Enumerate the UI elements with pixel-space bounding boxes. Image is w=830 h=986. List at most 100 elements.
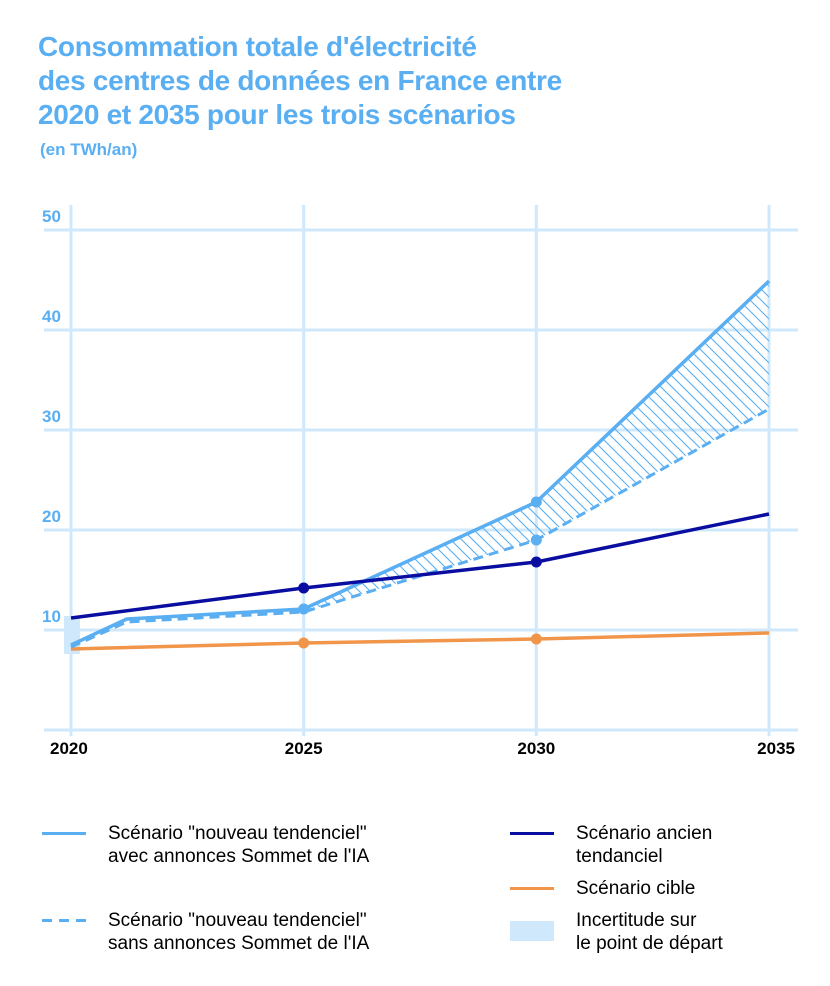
hatch-line (0, 200, 132, 760)
data-point-marker (298, 582, 310, 594)
x-tick-label: 2035 (757, 739, 795, 758)
hatch-line (303, 281, 628, 612)
legend-label-line: Incertitude sur (576, 910, 697, 931)
hatch-line (352, 281, 769, 612)
hatch-line (737, 281, 769, 612)
legend-label: Scénario "nouveau tendenciel" avec annon… (108, 822, 369, 868)
hatch-line (638, 281, 769, 612)
legend-label-line: le point de départ (576, 933, 723, 954)
hatch-line (671, 281, 769, 612)
hatch-line (539, 281, 769, 612)
hatch-line (0, 200, 275, 760)
hatch-line (303, 281, 375, 612)
hatch-line (303, 281, 320, 612)
hatch-line (303, 281, 353, 612)
legend-label: Scénario ancien tendanciel (576, 822, 712, 868)
hatch-line (517, 281, 769, 612)
legend-label: Scénario "nouveau tendenciel" sans annon… (108, 909, 369, 955)
x-axis-tick-labels: 2020 2025 2030 2035 (50, 739, 795, 758)
hatch-line (319, 281, 769, 612)
hatch-line (506, 281, 769, 612)
hatch-line (303, 281, 760, 612)
series-markers (298, 496, 542, 649)
hatch-line (303, 281, 694, 612)
hatch-line (0, 200, 253, 760)
hatch-line (715, 281, 769, 612)
hatch-line (0, 200, 286, 760)
hatch-line (303, 281, 419, 612)
line-cible (70, 631, 770, 651)
hatch-line (303, 281, 661, 612)
legend-item-incertitude: Incertitude sur le point de départ (510, 909, 723, 955)
chart-title-line-1: Consommation totale d'électricité (38, 31, 477, 62)
chart-title-line-3: 2020 et 2035 pour les trois scénarios (38, 99, 516, 130)
hatch-line (782, 200, 830, 760)
hatch-line (303, 281, 606, 612)
hatch-line (330, 281, 769, 612)
hatch-line (303, 281, 397, 612)
y-tick-label: 40 (42, 307, 61, 326)
hatch-line (627, 281, 769, 612)
hatch-line (528, 281, 769, 612)
legend-label: Incertitude sur le point de départ (576, 909, 723, 955)
hatch-line (0, 200, 110, 760)
hatch-line (605, 281, 769, 612)
line-sans-annonces (70, 407, 770, 649)
hatch-line (0, 200, 198, 760)
hatch-line (815, 200, 830, 760)
hatch-line (0, 200, 264, 760)
y-tick-label: 30 (42, 407, 61, 426)
hatch-line (374, 281, 769, 612)
hatch-line (0, 200, 121, 760)
hatch-line (0, 200, 165, 760)
hatch-line (303, 281, 441, 612)
hatch-line (303, 281, 463, 612)
hatch-line (303, 281, 738, 612)
hatch-line (804, 200, 830, 760)
hatch-line (303, 281, 769, 612)
hatch-line (303, 281, 650, 612)
hatch-line (303, 281, 617, 612)
hatch-line (473, 281, 769, 612)
hatch-line (0, 200, 176, 760)
x-tick-label: 2020 (50, 739, 88, 758)
hatch-line (303, 281, 529, 612)
hatch-line (303, 281, 749, 612)
hatch-line (303, 281, 551, 612)
hatch-line (303, 281, 364, 612)
hatch-line (303, 281, 309, 612)
chart-subtitle: (en TWh/an) (40, 140, 138, 159)
legend-item-sans-annonces: Scénario "nouveau tendenciel" sans annon… (42, 909, 369, 955)
legend-label-line: Scénario cible (576, 878, 696, 899)
hatch-line (0, 200, 154, 760)
hatch-line (303, 281, 769, 612)
hatch-line (303, 281, 430, 612)
hatch-line (660, 281, 769, 612)
hatch-line (0, 200, 209, 760)
hatch-line (303, 281, 342, 612)
hatch-line (303, 281, 386, 612)
hatch-line (0, 200, 220, 760)
y-tick-label: 20 (42, 507, 61, 526)
hatch-line (793, 200, 830, 760)
hatch-line (303, 281, 507, 612)
hatch-line (303, 281, 727, 612)
hatch-line (726, 281, 769, 612)
hatch-line (303, 281, 705, 612)
line-avec-annonces (70, 279, 771, 647)
legend-label-line: Scénario "nouveau tendenciel" (108, 823, 367, 844)
hatch-line (303, 281, 331, 612)
hatch-line (303, 281, 769, 612)
hatch-line (0, 200, 242, 760)
chart-title-line-2: des centres de données en France entre (38, 65, 562, 96)
hatch-line (748, 281, 769, 612)
grid (44, 205, 798, 736)
x-tick-label: 2025 (285, 739, 323, 758)
data-point-marker (530, 556, 542, 568)
hatch-line (303, 281, 672, 612)
hatch-line (550, 281, 769, 612)
hatch-line (616, 281, 769, 612)
hatch-line (363, 281, 769, 612)
data-point-marker (530, 496, 542, 508)
